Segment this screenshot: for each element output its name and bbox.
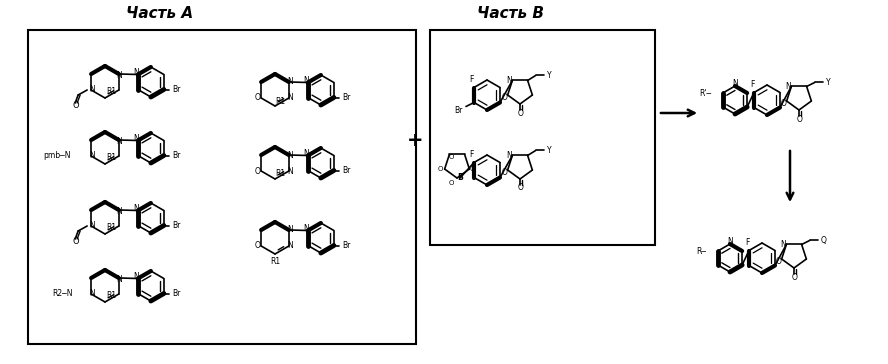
- Text: +: +: [407, 131, 424, 150]
- Text: R'─: R'─: [699, 88, 711, 98]
- Text: Y: Y: [547, 146, 552, 155]
- Text: F: F: [469, 150, 473, 159]
- Text: Y: Y: [827, 78, 831, 87]
- Text: O: O: [73, 102, 79, 111]
- Text: N: N: [781, 240, 786, 249]
- Text: R1: R1: [106, 87, 116, 96]
- Text: N: N: [133, 134, 139, 143]
- Text: N: N: [506, 151, 512, 160]
- Text: N: N: [116, 274, 122, 284]
- Text: O: O: [502, 92, 508, 102]
- Text: N: N: [90, 222, 95, 230]
- Text: Часть А: Часть А: [126, 7, 194, 21]
- Text: O: O: [502, 167, 508, 177]
- Text: O: O: [448, 180, 454, 186]
- Text: B: B: [457, 174, 463, 182]
- Text: N: N: [90, 151, 95, 161]
- Text: R1: R1: [106, 223, 116, 233]
- Text: N: N: [303, 224, 309, 233]
- Text: N: N: [287, 94, 293, 103]
- Text: O: O: [792, 273, 798, 281]
- Text: O: O: [518, 183, 524, 193]
- Text: N: N: [506, 76, 512, 85]
- Text: N: N: [116, 71, 122, 79]
- Text: R1: R1: [275, 96, 285, 106]
- Text: N: N: [786, 82, 791, 91]
- Text: N: N: [303, 149, 309, 158]
- Text: Br: Br: [172, 85, 181, 94]
- Text: N: N: [287, 78, 293, 87]
- Text: F: F: [469, 75, 473, 84]
- Text: R2─N: R2─N: [52, 289, 73, 298]
- Text: O: O: [254, 241, 260, 250]
- Text: O: O: [438, 166, 443, 172]
- Text: N: N: [727, 237, 733, 245]
- Text: N: N: [287, 166, 293, 175]
- Text: N: N: [133, 272, 139, 281]
- Text: N: N: [133, 204, 139, 213]
- Text: N: N: [287, 241, 293, 250]
- Text: Br: Br: [343, 166, 351, 175]
- Text: R1: R1: [106, 292, 116, 301]
- Text: N: N: [732, 79, 738, 87]
- Text: F: F: [749, 80, 754, 89]
- Text: Br: Br: [172, 221, 181, 230]
- Bar: [28, 30, 416, 344]
- Text: O: O: [776, 257, 781, 265]
- Text: O: O: [254, 94, 260, 103]
- Text: F: F: [745, 238, 749, 247]
- Text: R─: R─: [696, 246, 706, 256]
- Text: N: N: [287, 150, 293, 159]
- Text: O: O: [73, 237, 79, 246]
- Text: Q: Q: [821, 236, 827, 245]
- Text: O: O: [797, 115, 803, 123]
- Text: pmb─N: pmb─N: [44, 151, 71, 161]
- Text: O: O: [254, 166, 260, 175]
- Text: Br: Br: [454, 106, 462, 115]
- Text: Br: Br: [343, 93, 351, 102]
- Text: O: O: [518, 108, 524, 118]
- Text: N: N: [116, 206, 122, 215]
- Bar: [430, 30, 655, 245]
- Text: Y: Y: [547, 71, 552, 80]
- Text: O: O: [448, 154, 454, 160]
- Text: Br: Br: [343, 241, 351, 250]
- Text: O: O: [781, 99, 787, 107]
- Text: N: N: [287, 226, 293, 234]
- Text: N: N: [303, 76, 309, 85]
- Text: R1: R1: [106, 154, 116, 162]
- Text: O: O: [470, 166, 475, 172]
- Text: R1: R1: [275, 170, 285, 178]
- Text: Br: Br: [172, 289, 181, 298]
- Text: N: N: [116, 136, 122, 146]
- Text: N: N: [90, 86, 95, 95]
- Text: N: N: [133, 68, 139, 77]
- Text: Часть В: Часть В: [477, 7, 543, 21]
- Text: Br: Br: [172, 151, 181, 160]
- Text: N: N: [90, 289, 95, 298]
- Text: R1: R1: [270, 257, 280, 266]
